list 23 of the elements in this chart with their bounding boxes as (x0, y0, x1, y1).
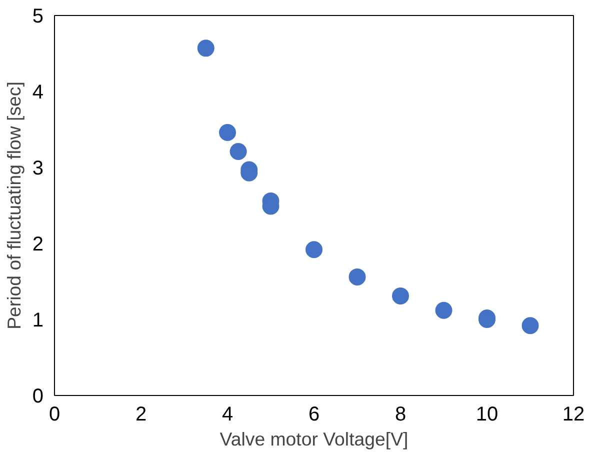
x-tick-label: 0 (48, 404, 60, 426)
y-tick-label: 2 (32, 234, 44, 256)
y-tick-label: 0 (32, 386, 44, 408)
x-tick-label: 2 (135, 404, 147, 426)
point (197, 40, 214, 57)
x-tick-label: 12 (562, 404, 585, 426)
x-axis-title: Valve motor Voltage[V] (220, 428, 408, 450)
x-tick-label: 4 (222, 404, 234, 426)
point (392, 287, 409, 304)
point (435, 302, 452, 319)
x-tick-label: 6 (308, 404, 320, 426)
point (230, 143, 247, 160)
y-tick-label: 1 (32, 310, 44, 332)
point (522, 317, 539, 334)
y-tick-label: 3 (32, 158, 44, 180)
y-axis-title: Period of fluctuating flow [sec] (3, 82, 24, 330)
y-tick-label: 5 (32, 6, 44, 28)
point (219, 124, 236, 142)
x-tick-label: 10 (476, 404, 498, 426)
point (348, 268, 366, 286)
x-tick-label: 8 (394, 404, 406, 426)
y-tick-label: 4 (32, 82, 44, 104)
point (306, 241, 322, 258)
